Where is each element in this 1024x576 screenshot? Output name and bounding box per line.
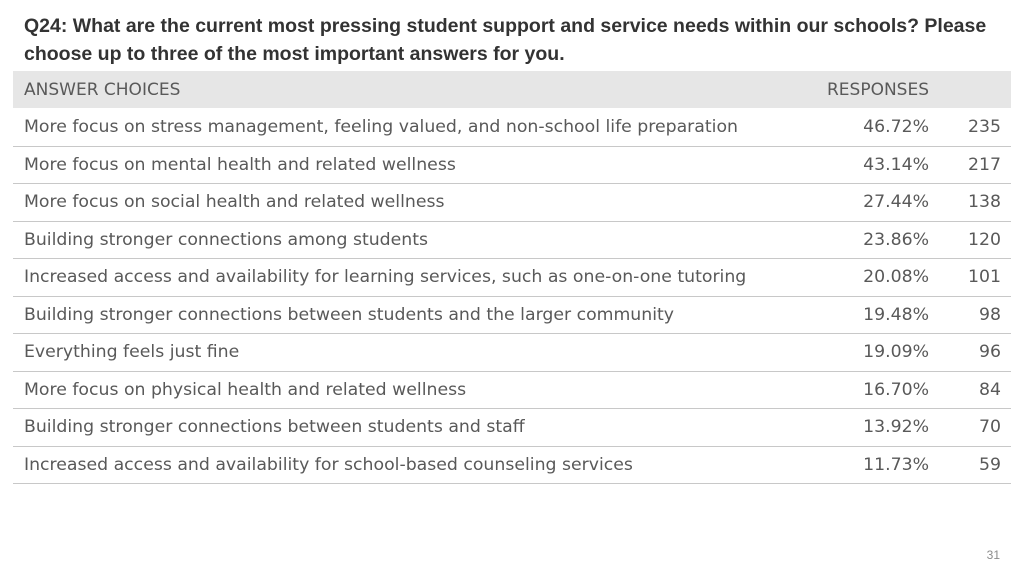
response-percent: 20.08% [803,258,937,297]
response-percent: 43.14% [803,146,937,184]
response-count: 98 [937,296,1011,334]
table-body: More focus on stress management, feeling… [13,108,1011,484]
table-row: Everything feels just fine 19.09% 96 [13,333,1011,372]
header-responses: RESPONSES [803,71,937,109]
response-percent: 16.70% [803,371,937,409]
table-row: Building stronger connections among stud… [13,221,1011,259]
answer-choice: Building stronger connections between st… [13,296,803,334]
response-count: 217 [937,146,1011,184]
response-count: 138 [937,183,1011,222]
table-row: More focus on stress management, feeling… [13,108,1011,147]
table-row: Increased access and availability for sc… [13,446,1011,484]
response-percent: 27.44% [803,183,937,222]
response-percent: 19.09% [803,333,937,372]
answer-choice: More focus on physical health and relate… [13,371,803,409]
response-count: 84 [937,371,1011,409]
response-count: 235 [937,108,1011,147]
page-number: 31 [986,548,1000,562]
table-row: More focus on mental health and related … [13,146,1011,184]
response-percent: 46.72% [803,108,937,147]
table-row: Building stronger connections between st… [13,296,1011,334]
answer-choice: Increased access and availability for sc… [13,446,803,484]
response-count: 96 [937,333,1011,372]
header-answer-choices: ANSWER CHOICES [13,71,803,109]
answer-choice: Everything feels just fine [13,333,803,372]
question-title: Q24: What are the current most pressing … [24,15,987,65]
response-count: 101 [937,258,1011,297]
response-count: 59 [937,446,1011,484]
answer-choice: Building stronger connections among stud… [13,221,803,259]
response-percent: 11.73% [803,446,937,484]
answer-choice: More focus on mental health and related … [13,146,803,184]
table-row: More focus on physical health and relate… [13,371,1011,409]
response-count: 70 [937,408,1011,447]
response-percent: 19.48% [803,296,937,334]
responses-table: ANSWER CHOICES RESPONSES More focus on s… [13,71,1011,484]
answer-choice: Building stronger connections between st… [13,408,803,447]
answer-choice: More focus on stress management, feeling… [13,108,803,147]
response-percent: 23.86% [803,221,937,259]
response-count: 120 [937,221,1011,259]
table-row: Building stronger connections between st… [13,408,1011,447]
table-header-row: ANSWER CHOICES RESPONSES [13,71,1011,109]
header-count-spacer [937,71,1011,109]
answer-choice: More focus on social health and related … [13,183,803,222]
table-row: Increased access and availability for le… [13,258,1011,297]
table-row: More focus on social health and related … [13,183,1011,222]
answer-choice: Increased access and availability for le… [13,258,803,297]
response-percent: 13.92% [803,408,937,447]
